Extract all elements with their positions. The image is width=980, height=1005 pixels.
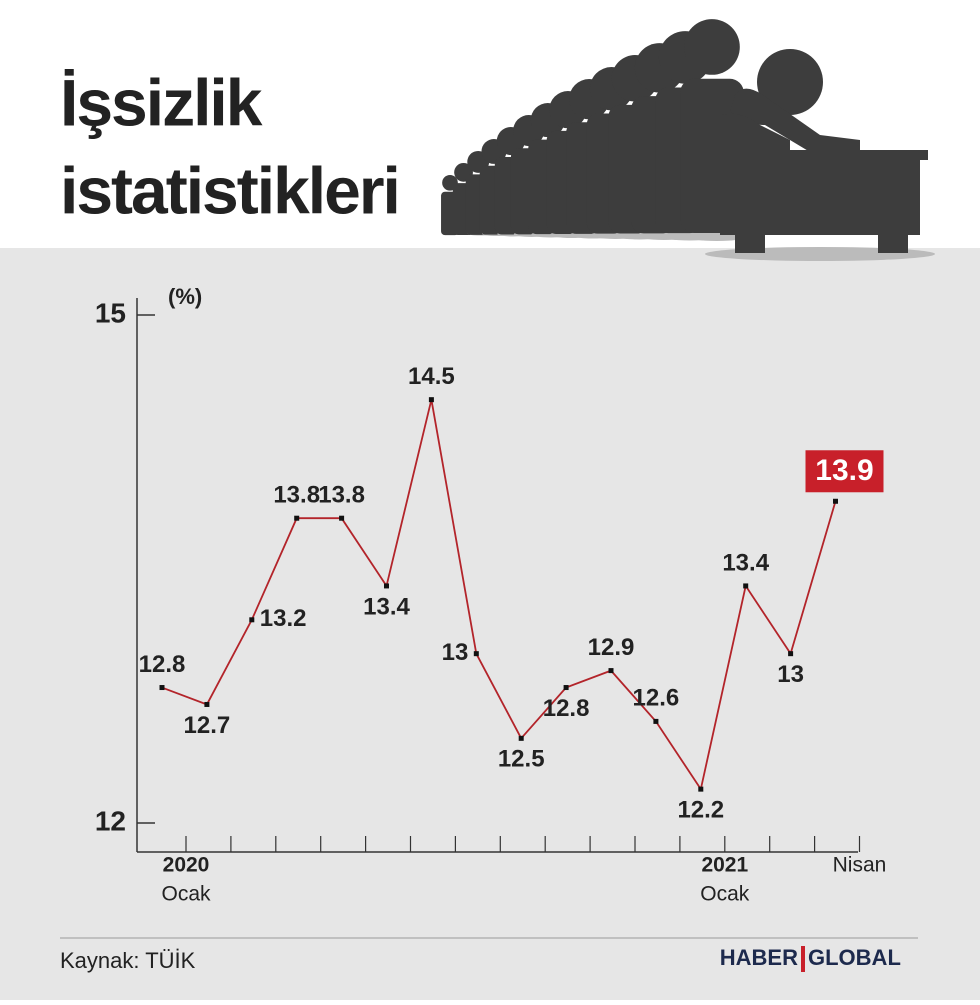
person-head — [684, 19, 740, 75]
source: Kaynak: TÜİK — [60, 948, 196, 973]
title-line: İşsizlik — [60, 65, 263, 139]
data-point — [743, 583, 749, 589]
data-label: 13.4 — [363, 593, 410, 620]
data-point — [249, 617, 255, 623]
x-tick-label: Ocak — [161, 883, 211, 906]
data-label: 13.8 — [273, 482, 320, 509]
y-unit: (%) — [168, 284, 202, 309]
data-point — [563, 685, 569, 691]
data-point — [833, 498, 838, 504]
data-label: 12.9 — [588, 634, 635, 661]
data-label: 12.6 — [633, 685, 680, 712]
data-label: 13.2 — [260, 605, 307, 632]
highlight-box — [805, 450, 884, 493]
data-point — [428, 397, 434, 403]
data-point — [294, 515, 300, 521]
data-label: 13.4 — [722, 549, 769, 576]
data-point — [788, 651, 794, 657]
data-label: 12.2 — [677, 796, 724, 823]
brand-left: HABER — [720, 945, 798, 970]
data-label: 13.9 — [815, 454, 873, 487]
x-year-label: 2021 — [701, 854, 748, 877]
x-tick-label: Nisan — [833, 854, 887, 877]
desk-illustration — [705, 49, 935, 261]
data-point — [204, 701, 210, 707]
data-label: 12.7 — [184, 712, 231, 739]
brand-right: GLOBAL — [808, 945, 901, 970]
y-tick-label: 15 — [95, 297, 126, 328]
data-point — [608, 668, 614, 674]
data-line — [161, 399, 837, 792]
data-label: 12.5 — [498, 746, 545, 773]
y-tick-label: 12 — [95, 805, 126, 836]
data-point — [473, 651, 479, 657]
body-background — [0, 248, 980, 1000]
data-label: 13 — [777, 661, 804, 688]
plot: 12 15 (%) Ocak 2020 Ocak 2021 Nisan 12.8 12.7 13.2… — [95, 284, 887, 906]
data-point — [384, 583, 389, 589]
data-label: 13 — [442, 639, 469, 666]
data-point — [653, 718, 659, 724]
data-label: 12.8 — [543, 695, 590, 722]
data-point — [518, 735, 524, 741]
data-point — [698, 786, 704, 792]
data-label: 12.8 — [139, 651, 186, 678]
brand-divider — [801, 946, 805, 972]
data-point — [339, 515, 345, 521]
data-label: 14.5 — [408, 363, 455, 390]
x-year-label: 2020 — [163, 854, 210, 877]
title-line: istatistikleri — [60, 153, 399, 227]
x-tick-label: Ocak — [700, 883, 750, 906]
data-label: 13.8 — [318, 482, 365, 509]
data-point — [159, 685, 165, 691]
